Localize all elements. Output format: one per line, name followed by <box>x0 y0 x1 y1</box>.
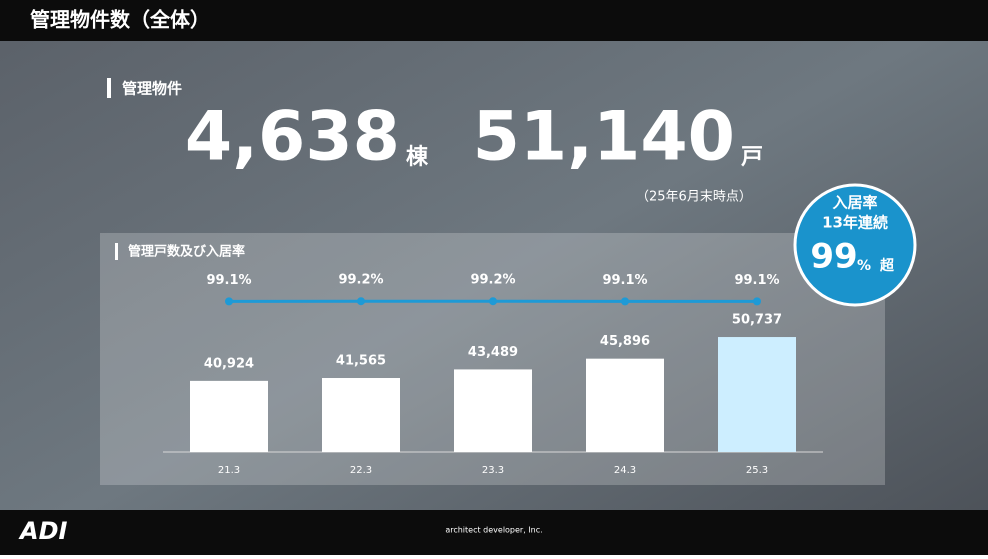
bar <box>718 337 796 452</box>
rate-label: 99.1% <box>734 273 779 288</box>
x-tick-label: 21.3 <box>218 465 240 476</box>
rate-marker <box>753 297 761 305</box>
badge-line1: 入居率 <box>832 194 877 212</box>
buildings-count: 4,638 <box>185 98 400 177</box>
bar <box>586 359 664 452</box>
rate-marker <box>489 297 497 305</box>
bar-value-label: 43,489 <box>468 345 518 360</box>
x-tick-label: 25.3 <box>746 465 768 476</box>
buildings-unit: 棟 <box>406 144 429 170</box>
stats-label: 管理物件 <box>122 80 182 98</box>
bar <box>322 378 400 452</box>
badge-value: 99 <box>810 237 857 277</box>
footer-logo: ADI <box>18 517 67 545</box>
rate-marker <box>357 297 365 305</box>
rate-label: 99.2% <box>338 273 383 288</box>
chart-marker <box>115 243 118 260</box>
rate-label: 99.1% <box>206 273 251 288</box>
rate-marker <box>225 297 233 305</box>
bar-value-label: 41,565 <box>336 354 386 369</box>
badge-unit: % <box>857 258 871 274</box>
badge-line2: 13年連続 <box>822 214 888 232</box>
bar-value-label: 40,924 <box>204 356 254 371</box>
rate-label: 99.1% <box>602 273 647 288</box>
badge-suffix: 超 <box>879 257 895 274</box>
stats-note: （25年6月末時点） <box>636 190 752 205</box>
units-unit: 戸 <box>741 145 763 170</box>
label-marker <box>107 78 111 98</box>
x-tick-label: 23.3 <box>482 465 504 476</box>
x-tick-label: 22.3 <box>350 465 372 476</box>
rate-label: 99.2% <box>470 273 515 288</box>
rate-marker <box>621 297 629 305</box>
units-count: 51,140 <box>473 98 735 177</box>
bar <box>454 369 532 452</box>
bar-value-label: 50,737 <box>732 313 782 328</box>
bar <box>190 381 268 452</box>
bar-value-label: 45,896 <box>600 334 650 349</box>
footer-company: architect developer, Inc. <box>445 526 542 535</box>
header-title: 管理物件数（全体） <box>30 8 210 32</box>
x-tick-label: 24.3 <box>614 465 636 476</box>
chart-title: 管理戸数及び入居率 <box>128 244 245 260</box>
